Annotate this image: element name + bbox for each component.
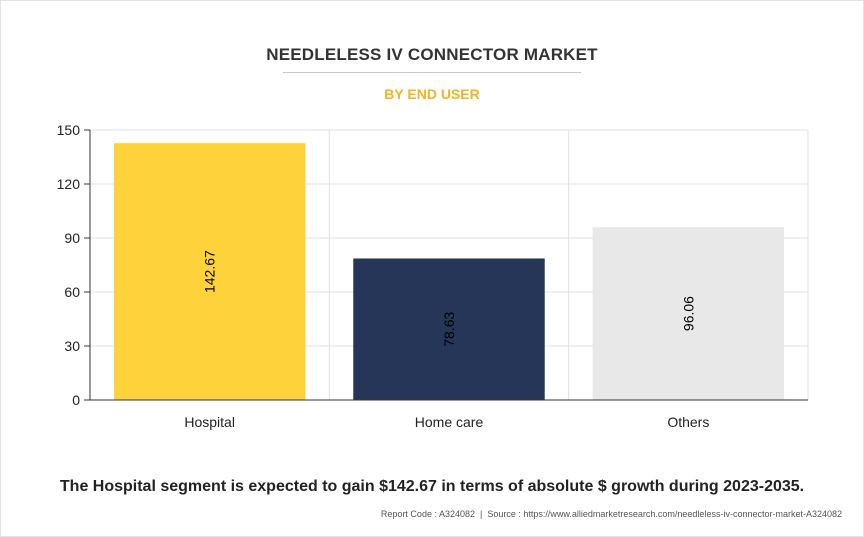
x-tick-label: Others [667, 414, 709, 430]
bar-value-label: 142.67 [202, 250, 218, 293]
y-tick-label: 60 [64, 284, 80, 300]
y-tick-label: 90 [64, 230, 80, 246]
x-tick-label: Hospital [184, 414, 235, 430]
bar-others [592, 227, 785, 400]
bar-home-care [353, 258, 545, 400]
y-tick-label: 30 [64, 338, 80, 354]
x-tick-label: Home care [415, 414, 484, 430]
chart-caption: The Hospital segment is expected to gain… [59, 478, 805, 495]
source-url: Source : https://www.alliedmarketresearc… [487, 509, 842, 519]
bar-value-label: 78.63 [441, 312, 457, 347]
title-divider [283, 72, 581, 73]
report-code: Report Code : A324082 [380, 509, 475, 519]
chart-title: NEEDLELESS IV CONNECTOR MARKET [266, 45, 598, 64]
y-tick-label: 150 [57, 122, 81, 138]
y-tick-label: 120 [57, 176, 81, 192]
bar-value-label: 96.06 [680, 296, 696, 331]
chart-subtitle: BY END USER [384, 86, 480, 102]
bar-chart: 142.67 Hospital 78.63 Home care 96.06 Others 0… [57, 122, 809, 430]
bar-hospital [113, 143, 306, 400]
y-tick-label: 0 [72, 392, 80, 408]
source-line: Report Code : A324082 | Source : https://w… [381, 509, 842, 519]
source-separator: | [480, 509, 483, 519]
